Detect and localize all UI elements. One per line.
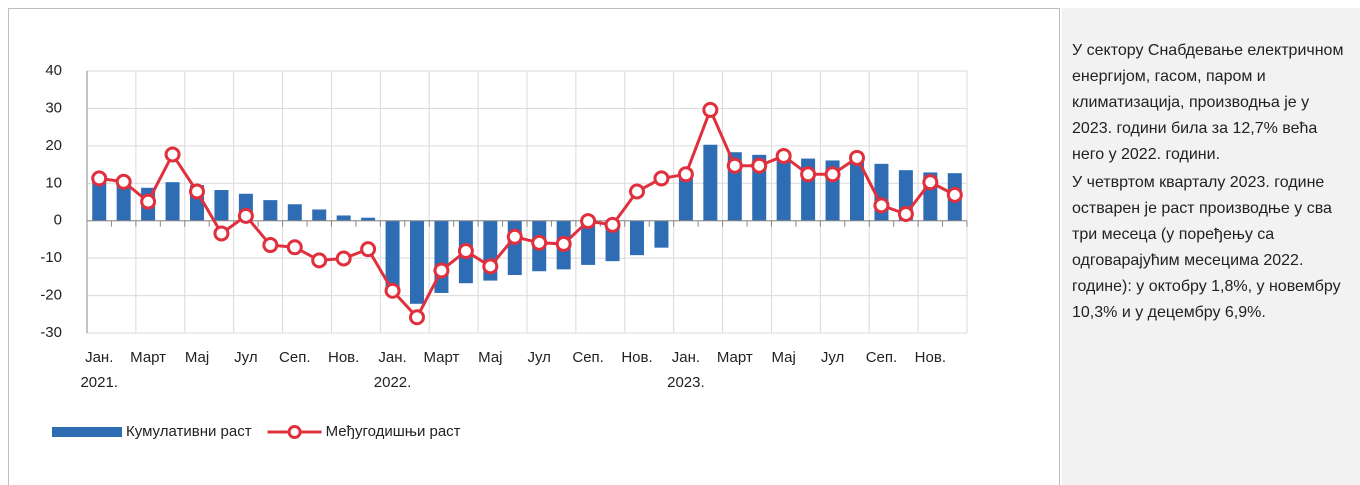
- y-tick-label: -10: [40, 249, 62, 266]
- bar: [312, 209, 327, 221]
- marker: [531, 234, 548, 251]
- marker: [506, 228, 523, 245]
- marker: [115, 173, 132, 190]
- chart-frame: [8, 8, 1060, 485]
- marker: [262, 237, 279, 254]
- x-tick-label: Јан.: [378, 349, 406, 366]
- marker: [91, 170, 108, 187]
- x-tick-label: Сеп.: [866, 349, 897, 366]
- marker: [213, 225, 230, 242]
- y-tick-label: -20: [40, 287, 62, 304]
- legend-marker: [287, 425, 302, 439]
- marker: [409, 309, 425, 326]
- marker: [384, 282, 401, 299]
- x-tick-label: Јан.: [85, 349, 113, 366]
- bar: [678, 174, 693, 221]
- x-year-label: 2021.: [80, 374, 118, 391]
- marker: [360, 241, 377, 258]
- paragraph: У четвртом кварталу 2023. године остваре…: [1072, 174, 1341, 321]
- marker: [677, 166, 694, 183]
- y-tick-label: 30: [45, 99, 62, 116]
- bar: [116, 181, 131, 221]
- x-year-label: 2022.: [374, 374, 412, 391]
- marker: [775, 147, 792, 164]
- marker: [946, 186, 963, 203]
- marker: [237, 207, 254, 224]
- y-tick-label: 20: [45, 137, 62, 154]
- x-tick-label: Јул: [528, 349, 551, 366]
- marker: [164, 146, 181, 163]
- marker: [286, 239, 303, 256]
- y-tick-label: 40: [45, 62, 62, 79]
- y-tick-label: 0: [54, 212, 62, 229]
- x-tick-label: Мај: [185, 349, 209, 366]
- x-year-label: 2023.: [667, 374, 705, 391]
- marker: [800, 166, 817, 183]
- marker: [629, 183, 645, 200]
- bar: [165, 182, 180, 221]
- bar: [410, 220, 424, 304]
- marker: [726, 157, 743, 174]
- marker: [140, 193, 157, 210]
- bar: [92, 179, 107, 221]
- y-tick-label: -30: [40, 324, 62, 341]
- marker: [604, 216, 621, 233]
- x-tick-label: Јул: [821, 349, 844, 366]
- x-tick-label: Мај: [771, 349, 795, 366]
- bar: [630, 220, 644, 256]
- marker: [849, 149, 865, 166]
- marker: [897, 205, 914, 222]
- legend-label: Међугодишњи раст: [326, 423, 461, 440]
- marker: [555, 235, 572, 252]
- x-tick-label: Март: [717, 349, 753, 366]
- x-tick-label: Мај: [478, 349, 502, 366]
- marker: [482, 258, 499, 275]
- bar: [336, 215, 351, 221]
- marker: [873, 197, 890, 214]
- bar: [654, 220, 669, 248]
- bar: [581, 220, 596, 265]
- paragraph: У сектору Снабдевање електричном енергиј…: [1072, 42, 1344, 163]
- marker: [311, 252, 328, 269]
- marker: [189, 183, 205, 200]
- marker: [433, 262, 450, 279]
- bar: [385, 220, 400, 290]
- x-tick-label: Нов.: [915, 349, 946, 366]
- marker: [702, 101, 719, 118]
- text-panel: У сектору Снабдевање електричном енергиј…: [1062, 8, 1360, 485]
- x-tick-label: Сеп.: [279, 349, 310, 366]
- marker: [653, 170, 670, 187]
- legend-label: Кумулативни раст: [126, 423, 252, 440]
- marker: [335, 250, 352, 267]
- x-tick-label: Нов.: [621, 349, 652, 366]
- bar: [263, 200, 278, 221]
- marker: [457, 243, 474, 260]
- bar: [776, 155, 791, 221]
- x-tick-label: Јан.: [672, 349, 700, 366]
- bar: [214, 190, 229, 221]
- bar: [703, 144, 718, 221]
- marker: [922, 174, 939, 191]
- bar: [287, 204, 302, 221]
- marker: [751, 157, 768, 174]
- bar: [361, 217, 376, 221]
- x-tick-label: Нов.: [328, 349, 359, 366]
- bar: [850, 160, 864, 221]
- chart: -30 -20 -10 0 10 20 30 40 Јан. 2021. Март Мај Јул Сеп…: [40, 62, 968, 440]
- x-tick-label: Сеп.: [572, 349, 603, 366]
- x-tick-label: Јул: [234, 349, 257, 366]
- marker: [824, 166, 841, 183]
- marker: [580, 213, 597, 230]
- x-tick-label: Март: [130, 349, 166, 366]
- x-tick-label: Март: [423, 349, 459, 366]
- legend-swatch: [52, 427, 122, 437]
- y-tick-label: 10: [45, 174, 62, 191]
